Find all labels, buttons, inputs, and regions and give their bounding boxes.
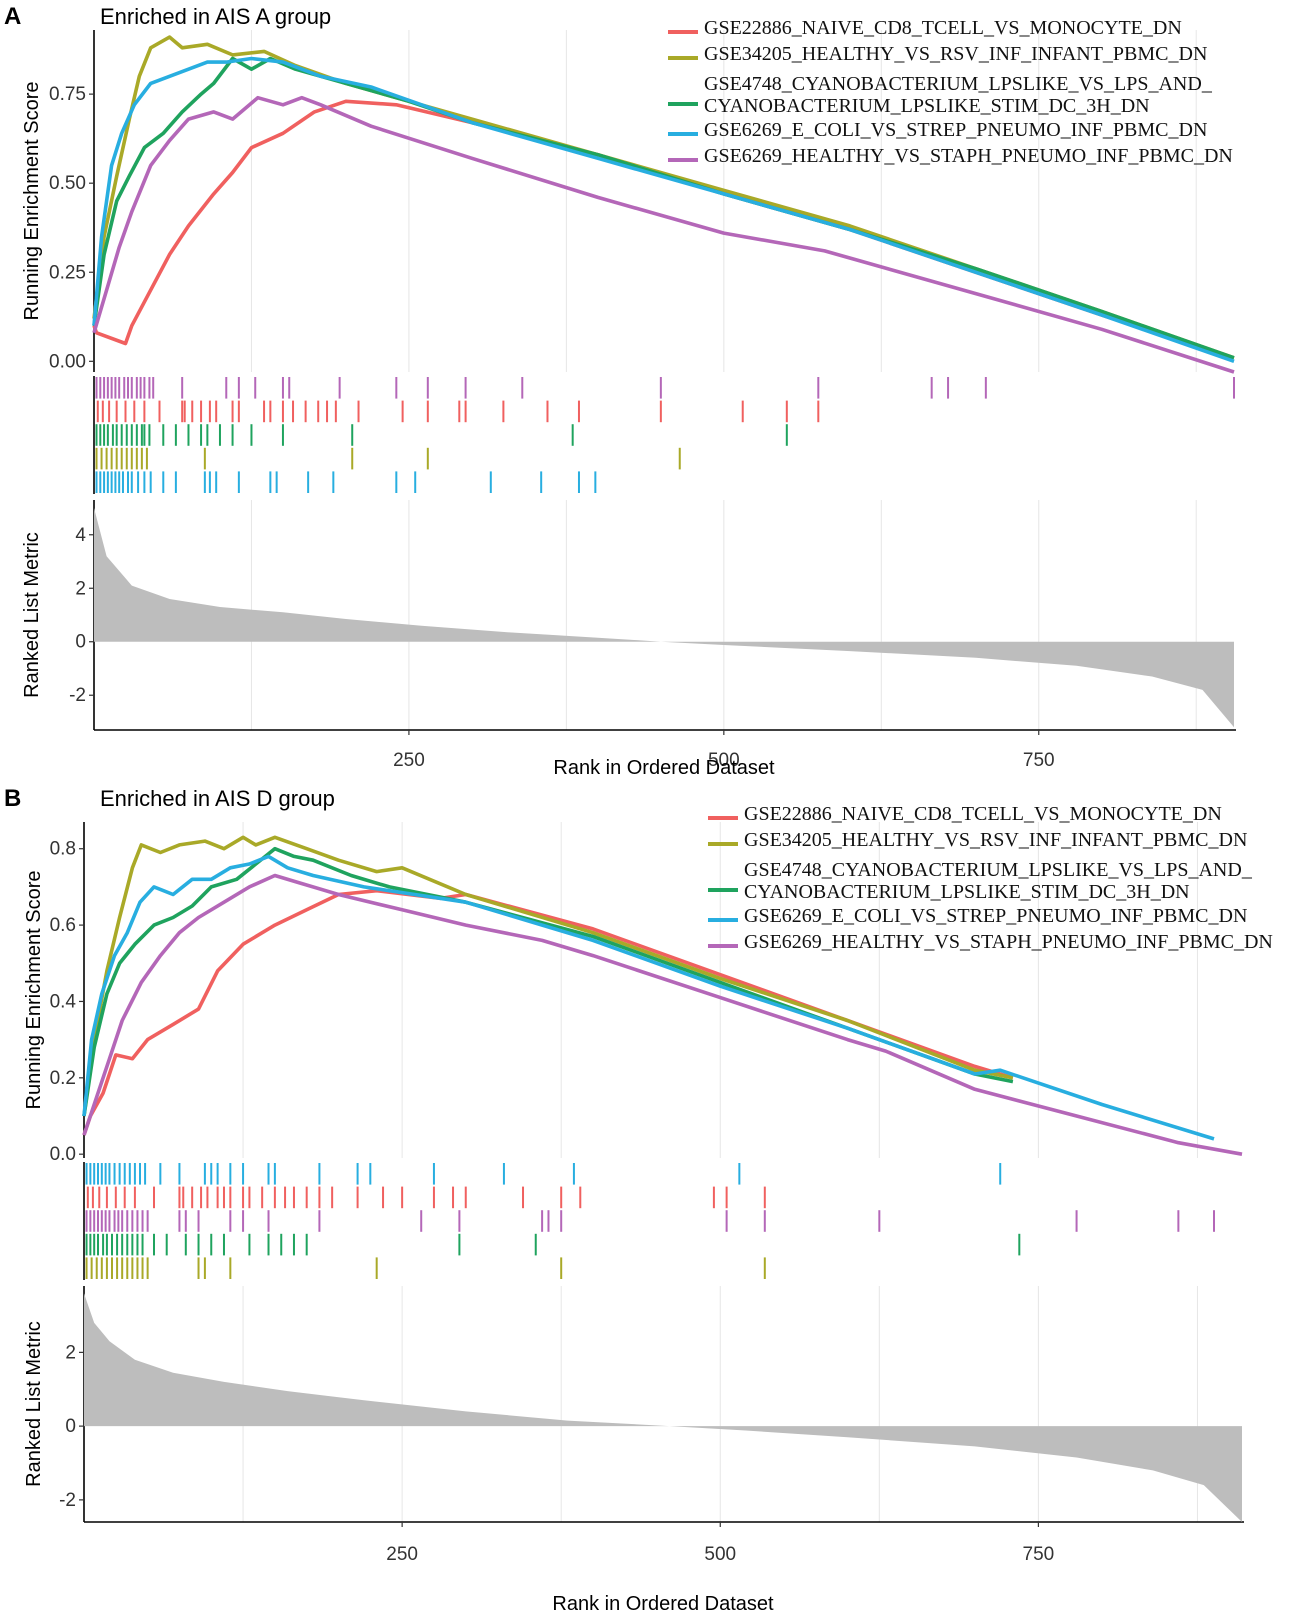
hit-row-4 <box>85 1233 1021 1256</box>
es-curve-series-5 <box>92 95 1235 374</box>
es-y-tick-label: 0.00 <box>49 351 86 372</box>
es-curve-series-4 <box>82 854 1215 1141</box>
metric-y-axis-title: Ranked List Metric <box>23 1321 45 1487</box>
es-y-tick-label: 0.8 <box>50 839 76 860</box>
x-tick-label: 500 <box>708 750 740 771</box>
legend-label-2: GSE34205_HEALTHY_VS_RSV_INF_INFANT_PBMC_… <box>704 43 1207 65</box>
metric-y-tick-label: 4 <box>75 525 86 546</box>
legend-label-1: GSE22886_NAIVE_CD8_TCELL_VS_MONOCYTE_DN <box>704 17 1182 39</box>
hit-row-1 <box>95 377 1235 399</box>
legend-label-1: GSE22886_NAIVE_CD8_TCELL_VS_MONOCYTE_DN <box>744 803 1222 825</box>
legend-label-3: GSE4748_CYANOBACTERIUM_LPSLIKE_VS_LPS_AN… <box>704 73 1213 117</box>
panel-title: Enriched in AIS D group <box>100 786 335 811</box>
hit-row-1 <box>85 1163 1002 1185</box>
hit-row-2 <box>96 400 820 423</box>
x-tick-label: 750 <box>1023 1544 1055 1565</box>
x-axis-title: Rank in Ordered Dataset <box>553 757 775 779</box>
legend-label-3: GSE4748_CYANOBACTERIUM_LPSLIKE_VS_LPS_AN… <box>744 859 1253 903</box>
es-y-tick-label: 0.6 <box>50 915 76 936</box>
es-curve-series-1 <box>82 888 1014 1136</box>
hit-row-3 <box>85 1210 1216 1232</box>
es-y-tick-label: 0.0 <box>50 1144 76 1165</box>
x-tick-label: 500 <box>704 1544 736 1565</box>
es-y-tick-label: 0.4 <box>50 991 77 1012</box>
hit-row-5 <box>85 1257 766 1279</box>
legend-label-5: GSE6269_HEALTHY_VS_STAPH_PNEUMO_INF_PBMC… <box>704 145 1233 167</box>
panel-b: B Enriched in AIS D group0.00.20.40.60.8R… <box>4 785 1273 1615</box>
metric-y-tick-label: -2 <box>59 1490 76 1511</box>
hit-row-2 <box>86 1186 766 1209</box>
hit-row-5 <box>95 471 597 493</box>
metric-y-tick-label: 0 <box>75 632 86 653</box>
metric-y-tick-label: 2 <box>75 578 86 599</box>
es-y-tick-label: 0.25 <box>49 262 86 283</box>
es-curve-series-4 <box>92 56 1235 363</box>
hit-row-4 <box>95 447 681 470</box>
panel-letter: B <box>4 785 21 812</box>
metric-y-tick-label: 0 <box>65 1416 76 1437</box>
metric-area <box>94 508 1234 728</box>
metric-y-tick-label: 2 <box>65 1342 76 1363</box>
es-y-tick-label: 0.2 <box>50 1068 76 1089</box>
x-tick-label: 250 <box>386 1544 418 1565</box>
hit-row-3 <box>95 424 788 446</box>
es-y-tick-label: 0.75 <box>49 84 86 105</box>
panel-a: A Enriched in AIS A group 0.00 0.25 0.50 0.75… <box>4 3 1236 779</box>
legend-label-2: GSE34205_HEALTHY_VS_RSV_INF_INFANT_PBMC_… <box>744 829 1247 851</box>
legend-label-4: GSE6269_E_COLI_VS_STREP_PNEUMO_INF_PBMC_… <box>744 905 1247 927</box>
legend-label-4: GSE6269_E_COLI_VS_STREP_PNEUMO_INF_PBMC_… <box>704 119 1207 141</box>
metric-y-axis-title: Ranked List Metric <box>21 532 43 698</box>
panel-title: Enriched in AIS A group <box>100 4 331 29</box>
legend-label-5: GSE6269_HEALTHY_VS_STAPH_PNEUMO_INF_PBMC… <box>744 931 1273 953</box>
x-tick-label: 750 <box>1023 750 1055 771</box>
x-axis-title: Rank in Ordered Dataset <box>552 1593 774 1615</box>
es-y-axis-title: Running Enrichment Score <box>21 81 43 320</box>
es-curve-series-2 <box>82 835 1014 1117</box>
es-y-axis-title: Running Enrichment Score <box>23 870 45 1109</box>
es-curve-series-5 <box>82 873 1243 1156</box>
panel-letter: A <box>4 3 21 30</box>
x-tick-label: 250 <box>393 750 425 771</box>
metric-area <box>84 1293 1242 1522</box>
es-y-tick-label: 0.50 <box>49 173 86 194</box>
metric-y-tick-label: -2 <box>69 685 86 706</box>
